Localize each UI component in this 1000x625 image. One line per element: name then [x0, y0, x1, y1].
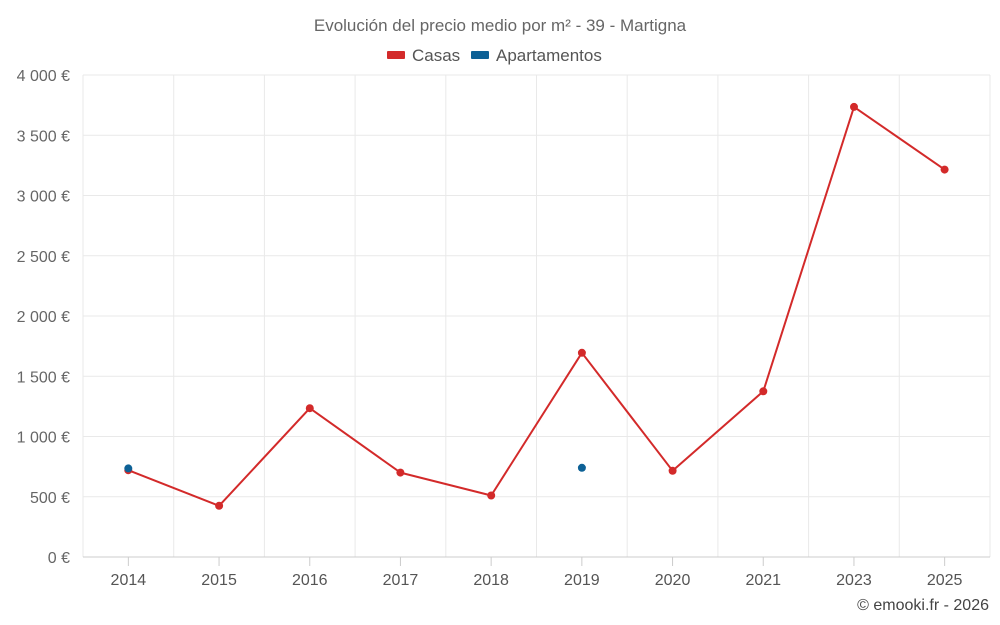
x-axis-ticks: 2014 2015 2016 2017 2018 2019 2020 2021 2023 2025	[111, 557, 963, 589]
data-point-casas-2016[interactable]	[305, 404, 314, 413]
data-point-casas-2017[interactable]	[396, 468, 405, 477]
y-tick-label: 4 000 €	[17, 68, 70, 85]
data-point-casas-2023[interactable]	[850, 102, 858, 111]
x-tick-label: 2016	[292, 572, 328, 589]
legend-label-casas: Casas	[412, 46, 460, 65]
legend-item-apartamentos[interactable]: Apartamentos	[471, 46, 602, 65]
x-tick-label: 2023	[836, 572, 872, 589]
y-tick-label: 0 €	[48, 550, 70, 567]
series-casas	[124, 102, 949, 510]
data-point-casas-2015[interactable]	[215, 501, 224, 510]
y-tick-label: 3 000 €	[17, 189, 70, 206]
y-tick-label: 1 500 €	[17, 369, 70, 386]
legend: Casas Apartamentos	[387, 46, 602, 65]
legend-label-apartamentos: Apartamentos	[496, 46, 602, 65]
x-tick-label: 2019	[564, 572, 600, 589]
data-point-casas-2018[interactable]	[487, 491, 496, 500]
data-point-apartamentos-2014[interactable]	[124, 464, 133, 473]
x-tick-label: 2025	[927, 572, 963, 589]
x-tick-label: 2018	[473, 572, 509, 589]
series-line-casas	[127, 105, 946, 507]
y-tick-label: 500 €	[30, 490, 70, 507]
x-gridlines	[82, 75, 991, 557]
series-apartamentos	[124, 463, 586, 473]
data-point-casas-2019[interactable]	[577, 348, 586, 357]
credit-text: © emooki.fr - 2026	[857, 597, 989, 614]
data-point-apartamentos-2019[interactable]	[577, 463, 586, 472]
x-tick-label: 2015	[201, 572, 237, 589]
y-tick-label: 1 000 €	[17, 430, 70, 447]
x-tick-label: 2014	[111, 572, 147, 589]
data-point-casas-2021[interactable]	[759, 387, 768, 396]
legend-swatch-apartamentos	[471, 51, 489, 59]
x-tick-label: 2017	[383, 572, 419, 589]
series-layer	[124, 102, 949, 510]
data-point-casas-2025[interactable]	[940, 165, 949, 174]
x-tick-label: 2020	[655, 572, 691, 589]
y-axis-ticks: 0 € 500 € 1 000 € 1 500 € 2 000 € 2 500 € 3 00…	[17, 68, 70, 567]
legend-item-casas[interactable]: Casas	[387, 46, 460, 65]
y-tick-label: 3 500 €	[17, 128, 70, 145]
chart-title: Evolución del precio medio por m² - 39 -…	[314, 16, 687, 35]
x-tick-label: 2021	[745, 572, 781, 589]
data-point-casas-2020[interactable]	[668, 466, 677, 475]
y-tick-label: 2 000 €	[17, 309, 70, 326]
y-tick-label: 2 500 €	[17, 249, 70, 266]
legend-swatch-casas	[387, 51, 405, 59]
